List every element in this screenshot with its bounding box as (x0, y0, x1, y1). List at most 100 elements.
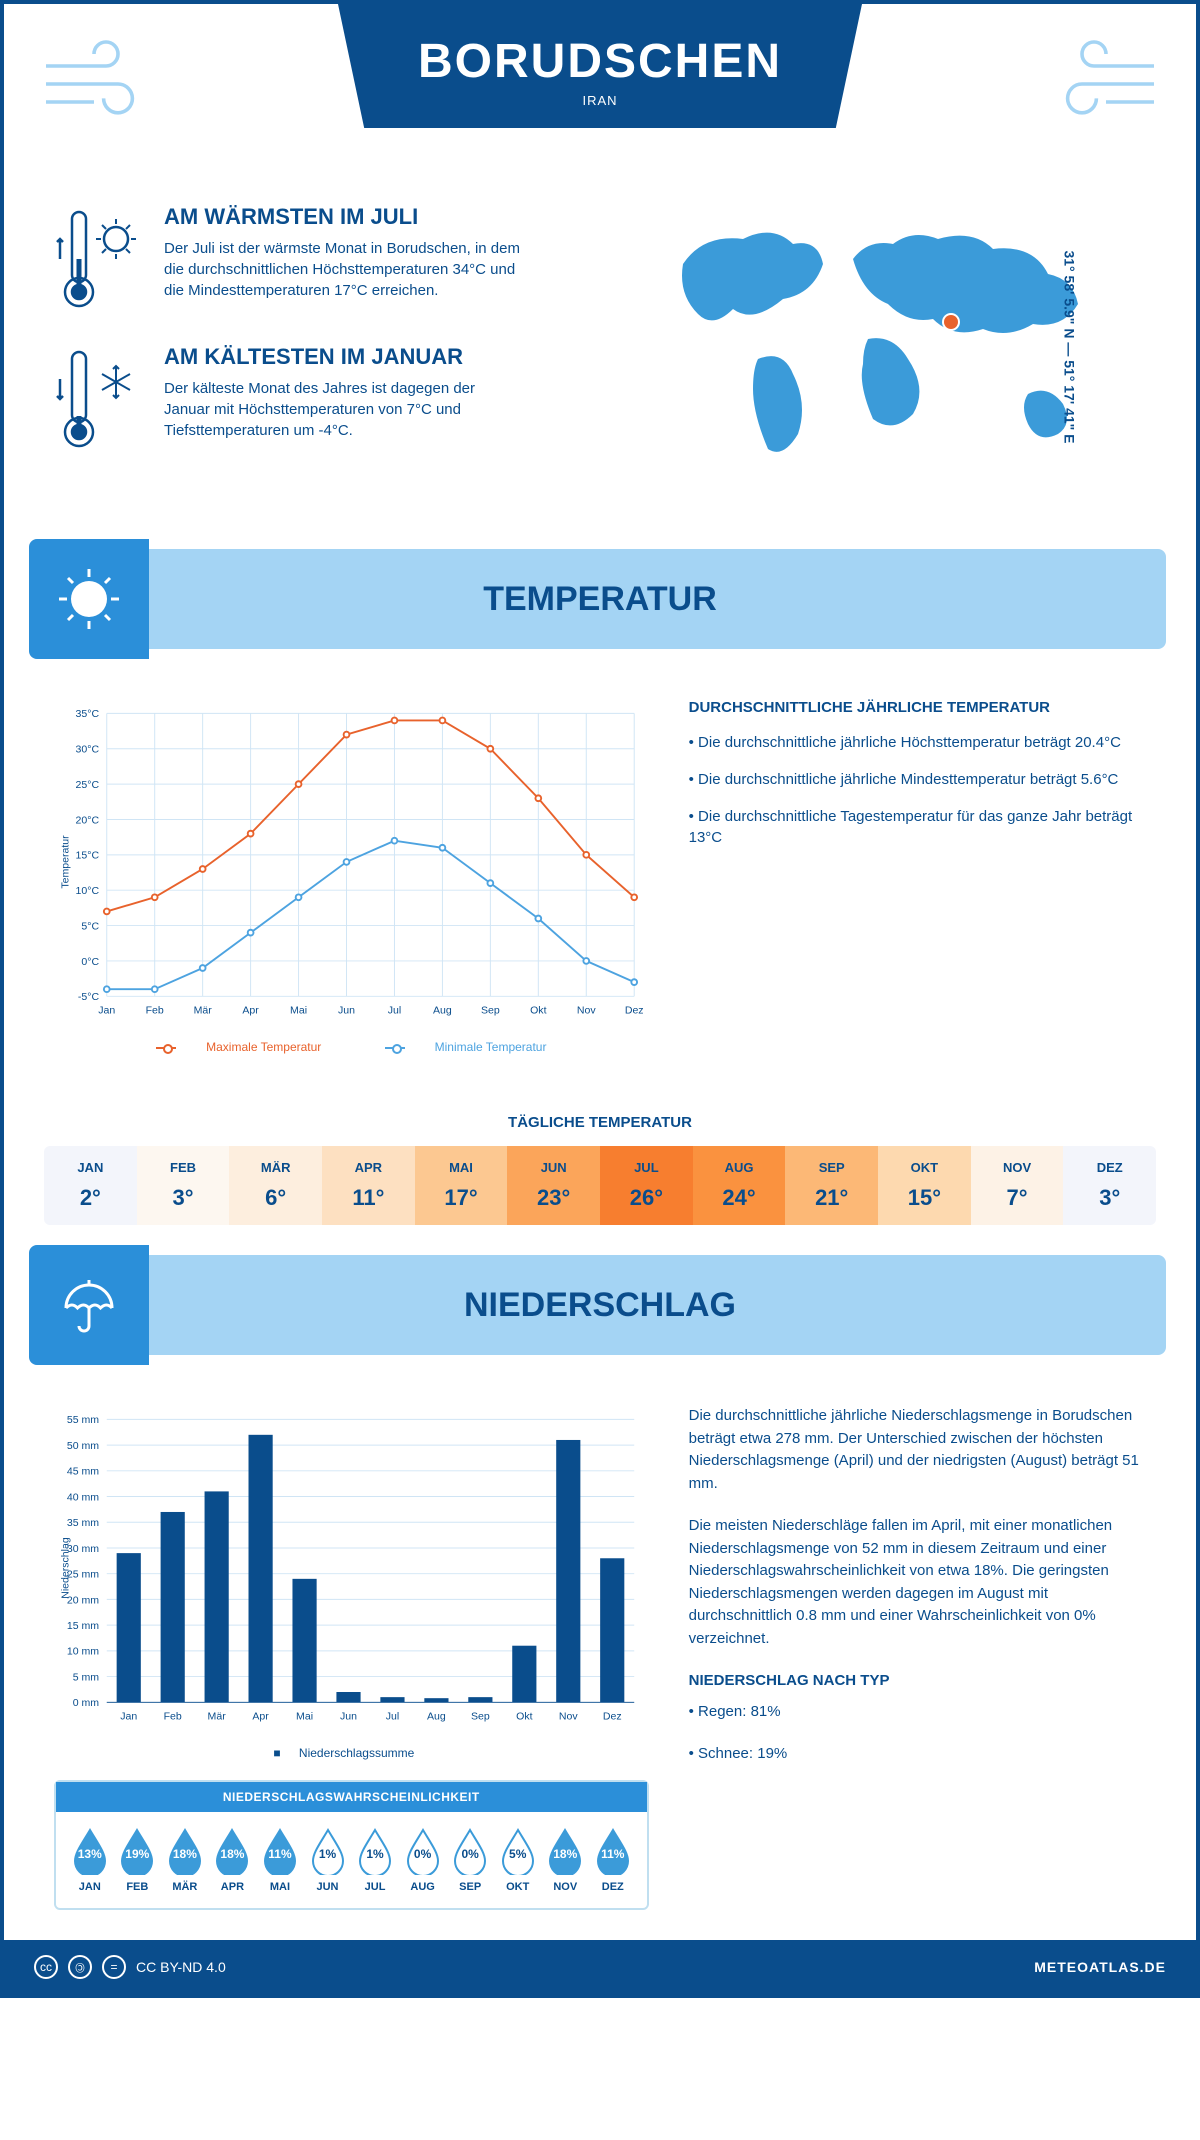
temperature-section-bar: TEMPERATUR (34, 549, 1166, 649)
drop-icon: 1% (356, 1827, 394, 1875)
warmest-block: AM WÄRMSTEN IM JULI Der Juli ist der wär… (54, 204, 580, 314)
precipitation-section-bar: NIEDERSCHLAG (34, 1255, 1166, 1355)
svg-text:Mär: Mär (194, 1005, 213, 1017)
prob-cell: 0%SEP (446, 1827, 494, 1893)
svg-text:Dez: Dez (625, 1005, 644, 1017)
drop-icon: 18% (213, 1827, 251, 1875)
thermometer-sun-icon (54, 204, 144, 314)
svg-text:30°C: 30°C (76, 744, 100, 756)
svg-text:Sep: Sep (471, 1711, 490, 1723)
wind-icon (34, 34, 154, 134)
drop-icon: 1% (309, 1827, 347, 1875)
daily-temp-cell: SEP21° (785, 1146, 878, 1225)
svg-text:Temperatur: Temperatur (59, 835, 71, 889)
svg-text:Feb: Feb (146, 1005, 164, 1017)
daily-temp-cell: MÄR6° (229, 1146, 322, 1225)
daily-temp-cell: DEZ3° (1063, 1146, 1156, 1225)
drop-icon: 5% (499, 1827, 537, 1875)
svg-text:Okt: Okt (530, 1005, 546, 1017)
svg-text:Apr: Apr (242, 1005, 259, 1017)
header: BORUDSCHEN IRAN (4, 4, 1196, 184)
svg-text:Mär: Mär (208, 1711, 227, 1723)
svg-text:0°C: 0°C (81, 956, 99, 968)
svg-text:Jan: Jan (120, 1711, 137, 1723)
drop-icon: 19% (118, 1827, 156, 1875)
svg-text:Mai: Mai (296, 1711, 313, 1723)
prob-cell: 5%OKT (494, 1827, 542, 1893)
svg-text:Nov: Nov (577, 1005, 596, 1017)
svg-text:Jul: Jul (388, 1005, 401, 1017)
drop-icon: 0% (451, 1827, 489, 1875)
coordinates: 31° 58' 5.9" N — 51° 17' 41" E (1061, 250, 1077, 443)
svg-text:0 mm: 0 mm (73, 1697, 100, 1709)
thermometer-snow-icon (54, 344, 144, 454)
svg-text:30 mm: 30 mm (67, 1543, 99, 1555)
prob-cell: 13%JAN (66, 1827, 114, 1893)
warmest-text: Der Juli ist der wärmste Monat in Boruds… (164, 238, 524, 301)
svg-text:Niederschlag: Niederschlag (59, 1537, 71, 1599)
drop-icon: 18% (166, 1827, 204, 1875)
precipitation-text: Die durchschnittliche jährliche Niedersc… (689, 1405, 1146, 1910)
svg-text:5°C: 5°C (81, 920, 99, 932)
daily-temp-cell: MAI17° (415, 1146, 508, 1225)
daily-temp-cell: AUG24° (693, 1146, 786, 1225)
prob-cell: 18%APR (209, 1827, 257, 1893)
svg-text:10 mm: 10 mm (67, 1646, 99, 1658)
title-banner: BORUDSCHEN IRAN (338, 4, 862, 128)
drop-icon: 13% (71, 1827, 109, 1875)
svg-text:Nov: Nov (559, 1711, 578, 1723)
svg-text:25°C: 25°C (76, 779, 100, 791)
prob-cell: 18%NOV (541, 1827, 589, 1893)
daily-temp-cell: OKT15° (878, 1146, 971, 1225)
coldest-block: AM KÄLTESTEN IM JANUAR Der kälteste Mona… (54, 344, 580, 454)
daily-temp-cell: JUN23° (507, 1146, 600, 1225)
sun-icon (29, 539, 149, 659)
svg-text:Jul: Jul (386, 1711, 399, 1723)
by-icon: 🄯 (68, 1955, 92, 1979)
daily-temp-cell: FEB3° (137, 1146, 230, 1225)
prob-cell: 11%DEZ (589, 1827, 637, 1893)
svg-text:25 mm: 25 mm (67, 1569, 99, 1581)
precip-type-title: NIEDERSCHLAG NACH TYP (689, 1670, 1146, 1693)
svg-text:Jun: Jun (340, 1711, 357, 1723)
daily-temp-cell: NOV7° (971, 1146, 1064, 1225)
wind-icon (1046, 34, 1166, 134)
svg-text:Apr: Apr (252, 1711, 269, 1723)
svg-text:35 mm: 35 mm (67, 1517, 99, 1529)
svg-text:Feb: Feb (164, 1711, 182, 1723)
daily-temp-table: JAN2°FEB3°MÄR6°APR11°MAI17°JUN23°JUL26°A… (44, 1146, 1156, 1225)
temperature-chart: -5°C0°C5°C10°C15°C20°C25°C30°C35°CJanFeb… (54, 699, 649, 1054)
coldest-title: AM KÄLTESTEN IM JANUAR (164, 344, 524, 370)
daily-temp-cell: JAN2° (44, 1146, 137, 1225)
drop-icon: 11% (594, 1827, 632, 1875)
drop-icon: 0% (404, 1827, 442, 1875)
nd-icon: = (102, 1955, 126, 1979)
svg-text:15°C: 15°C (76, 850, 100, 862)
svg-text:Aug: Aug (427, 1711, 446, 1723)
precip-chart-legend: ■ Niederschlagssumme (54, 1746, 649, 1760)
precipitation-probability-box: NIEDERSCHLAGSWAHRSCHEINLICHKEIT 13%JAN19… (54, 1780, 649, 1910)
svg-text:10°C: 10°C (76, 885, 100, 897)
temperature-info: DURCHSCHNITTLICHE JÄHRLICHE TEMPERATUR •… (689, 699, 1146, 1054)
svg-text:55 mm: 55 mm (67, 1414, 99, 1426)
svg-text:20°C: 20°C (76, 814, 100, 826)
temp-chart-legend: Maximale Temperatur Minimale Temperatur (54, 1040, 649, 1054)
svg-text:Dez: Dez (603, 1711, 622, 1723)
precipitation-chart: 0 mm5 mm10 mm15 mm20 mm25 mm30 mm35 mm40… (54, 1405, 649, 1760)
country-name: IRAN (418, 93, 782, 108)
daily-temp-cell: JUL26° (600, 1146, 693, 1225)
svg-text:20 mm: 20 mm (67, 1594, 99, 1606)
prob-cell: 18%MÄR (161, 1827, 209, 1893)
svg-text:40 mm: 40 mm (67, 1491, 99, 1503)
drop-icon: 11% (261, 1827, 299, 1875)
intro-section: AM WÄRMSTEN IM JULI Der Juli ist der wär… (4, 184, 1196, 529)
svg-text:Okt: Okt (516, 1711, 532, 1723)
svg-text:15 mm: 15 mm (67, 1620, 99, 1632)
svg-text:45 mm: 45 mm (67, 1466, 99, 1478)
precipitation-heading: NIEDERSCHLAG (34, 1286, 1166, 1325)
svg-text:-5°C: -5°C (78, 991, 100, 1003)
temp-info-title: DURCHSCHNITTLICHE JÄHRLICHE TEMPERATUR (689, 699, 1146, 716)
prob-cell: 19%FEB (114, 1827, 162, 1893)
site-name: METEOATLAS.DE (1034, 1959, 1166, 1975)
prob-cell: 1%JUN (304, 1827, 352, 1893)
